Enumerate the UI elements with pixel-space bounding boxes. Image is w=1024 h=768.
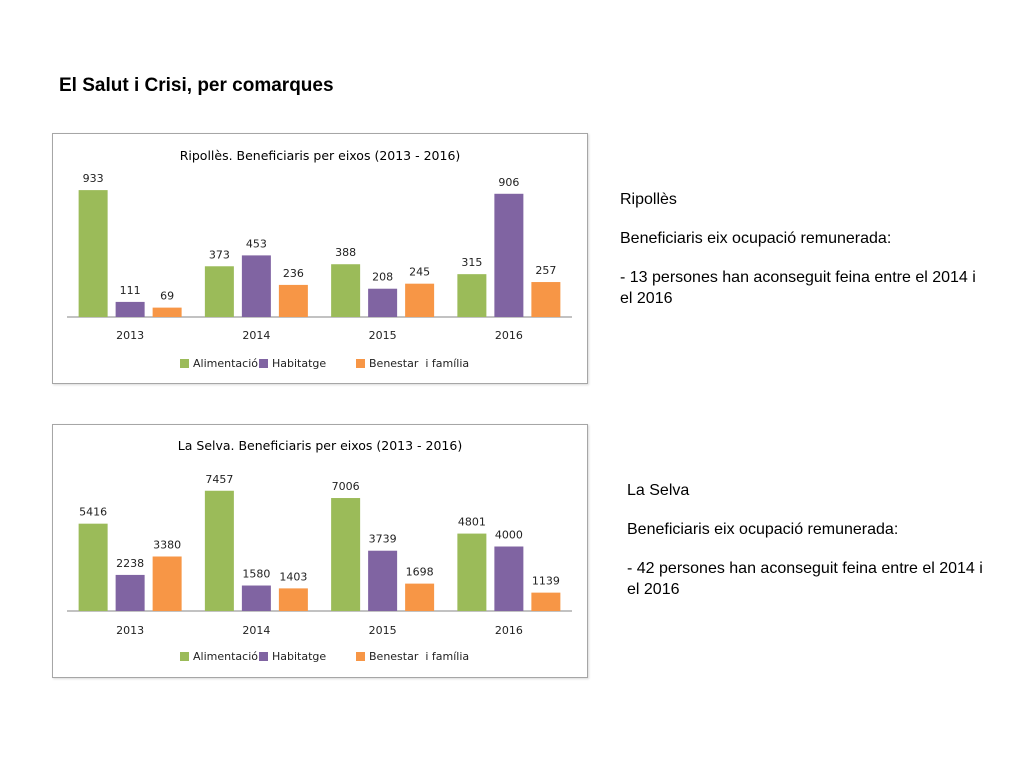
- selva-legend-swatch-2: [356, 652, 365, 661]
- ripolles-bar-2015-1: [368, 288, 398, 317]
- selva-bar-2013-0: [78, 523, 108, 611]
- ripolles-data-label: 453: [246, 237, 267, 250]
- ripolles-summary: Ripollès Beneficiaris eix ocupació remun…: [620, 189, 980, 309]
- ripolles-bar-2016-1: [494, 193, 524, 317]
- selva-data-label: 3739: [369, 533, 397, 546]
- ripolles-legend-swatch-1: [259, 359, 268, 368]
- ripolles-subtitle: Beneficiaris eix ocupació remunerada:: [620, 230, 892, 247]
- selva-data-label: 7457: [205, 473, 233, 486]
- selva-data-label: 4801: [458, 516, 486, 529]
- ripolles-data-label: 245: [409, 266, 430, 279]
- selva-data-label: 5416: [79, 506, 107, 519]
- selva-legend-swatch-0: [180, 652, 189, 661]
- ripolles-data-label: 315: [461, 256, 482, 269]
- ripolles-chart-svg: Ripollès. Beneficiaris per eixos (2013 -…: [67, 148, 572, 370]
- ripolles-chart: Ripollès. Beneficiaris per eixos (2013 -…: [52, 133, 588, 384]
- ripolles-data-label: 236: [283, 267, 304, 280]
- selva-legend-label-0: Alimentació: [193, 650, 258, 663]
- selva-bar-2015-0: [331, 498, 361, 611]
- ripolles-data-label: 373: [209, 248, 230, 261]
- ripolles-category-label: 2015: [369, 329, 397, 342]
- ripolles-data-label: 257: [535, 264, 556, 277]
- ripolles-data-label: 906: [498, 176, 519, 189]
- selva-chart-title: La Selva. Beneficiaris per eixos (2013 -…: [178, 438, 462, 453]
- selva-detail: - 42 persones han aconseguit feina entre…: [627, 560, 983, 598]
- ripolles-data-label: 69: [160, 290, 174, 303]
- selva-bar-2016-2: [531, 592, 561, 611]
- ripolles-bar-2014-0: [204, 266, 234, 317]
- ripolles-legend-swatch-0: [180, 359, 189, 368]
- ripolles-legend-swatch-2: [356, 359, 365, 368]
- ripolles-bar-2013-1: [115, 301, 145, 317]
- selva-data-label: 4000: [495, 529, 523, 542]
- selva-bar-2015-1: [368, 550, 398, 611]
- selva-chart: La Selva. Beneficiaris per eixos (2013 -…: [52, 424, 588, 678]
- ripolles-data-label: 933: [83, 172, 104, 185]
- ripolles-bar-2015-0: [331, 264, 361, 317]
- ripolles-bar-2014-2: [278, 284, 308, 317]
- ripolles-data-label: 208: [372, 271, 393, 284]
- ripolles-bar-2014-1: [241, 255, 271, 317]
- selva-data-label: 1403: [279, 570, 307, 583]
- selva-bar-2014-0: [204, 490, 234, 611]
- selva-category-label: 2013: [116, 624, 144, 637]
- ripolles-bar-2013-2: [152, 307, 182, 317]
- selva-bar-2013-1: [115, 574, 145, 611]
- selva-bar-2016-1: [494, 546, 524, 611]
- ripolles-chart-title: Ripollès. Beneficiaris per eixos (2013 -…: [180, 148, 461, 163]
- ripolles-data-label: 388: [335, 246, 356, 259]
- selva-legend-swatch-1: [259, 652, 268, 661]
- ripolles-category-label: 2016: [495, 329, 523, 342]
- selva-category-label: 2015: [369, 624, 397, 637]
- ripolles-bar-2013-0: [78, 190, 108, 317]
- selva-category-label: 2016: [495, 624, 523, 637]
- selva-data-label: 1139: [532, 575, 560, 588]
- selva-legend-label-1: Habitatge: [272, 650, 326, 663]
- selva-bar-2016-0: [457, 533, 487, 611]
- selva-data-label: 3380: [153, 538, 181, 551]
- ripolles-detail: - 13 persones han aconseguit feina entre…: [620, 269, 976, 307]
- ripolles-bar-2015-2: [405, 283, 435, 317]
- ripolles-category-label: 2014: [242, 329, 270, 342]
- selva-bar-2015-2: [405, 583, 435, 611]
- ripolles-bar-2016-2: [531, 282, 561, 317]
- selva-bar-2014-2: [278, 588, 308, 611]
- ripolles-region-label: Ripollès: [620, 191, 677, 208]
- selva-category-label: 2014: [242, 624, 270, 637]
- selva-data-label: 1580: [242, 568, 270, 581]
- page-title: El Salut i Crisi, per comarques: [59, 75, 334, 96]
- ripolles-legend-label-0: Alimentació: [193, 357, 258, 370]
- ripolles-legend-label-2: Benestar i família: [369, 357, 469, 370]
- selva-subtitle: Beneficiaris eix ocupació remunerada:: [627, 521, 899, 538]
- selva-region-label: La Selva: [627, 482, 690, 499]
- selva-bar-2013-2: [152, 556, 182, 611]
- selva-legend-label-2: Benestar i família: [369, 650, 469, 663]
- selva-chart-svg: La Selva. Beneficiaris per eixos (2013 -…: [67, 438, 572, 663]
- ripolles-bar-2016-0: [457, 274, 487, 317]
- ripolles-legend-label-1: Habitatge: [272, 357, 326, 370]
- selva-data-label: 7006: [332, 480, 360, 493]
- ripolles-data-label: 111: [120, 284, 141, 297]
- selva-data-label: 1698: [406, 566, 434, 579]
- selva-summary: La Selva Beneficiaris eix ocupació remun…: [627, 480, 987, 600]
- selva-data-label: 2238: [116, 557, 144, 570]
- ripolles-category-label: 2013: [116, 329, 144, 342]
- selva-bar-2014-1: [241, 585, 271, 611]
